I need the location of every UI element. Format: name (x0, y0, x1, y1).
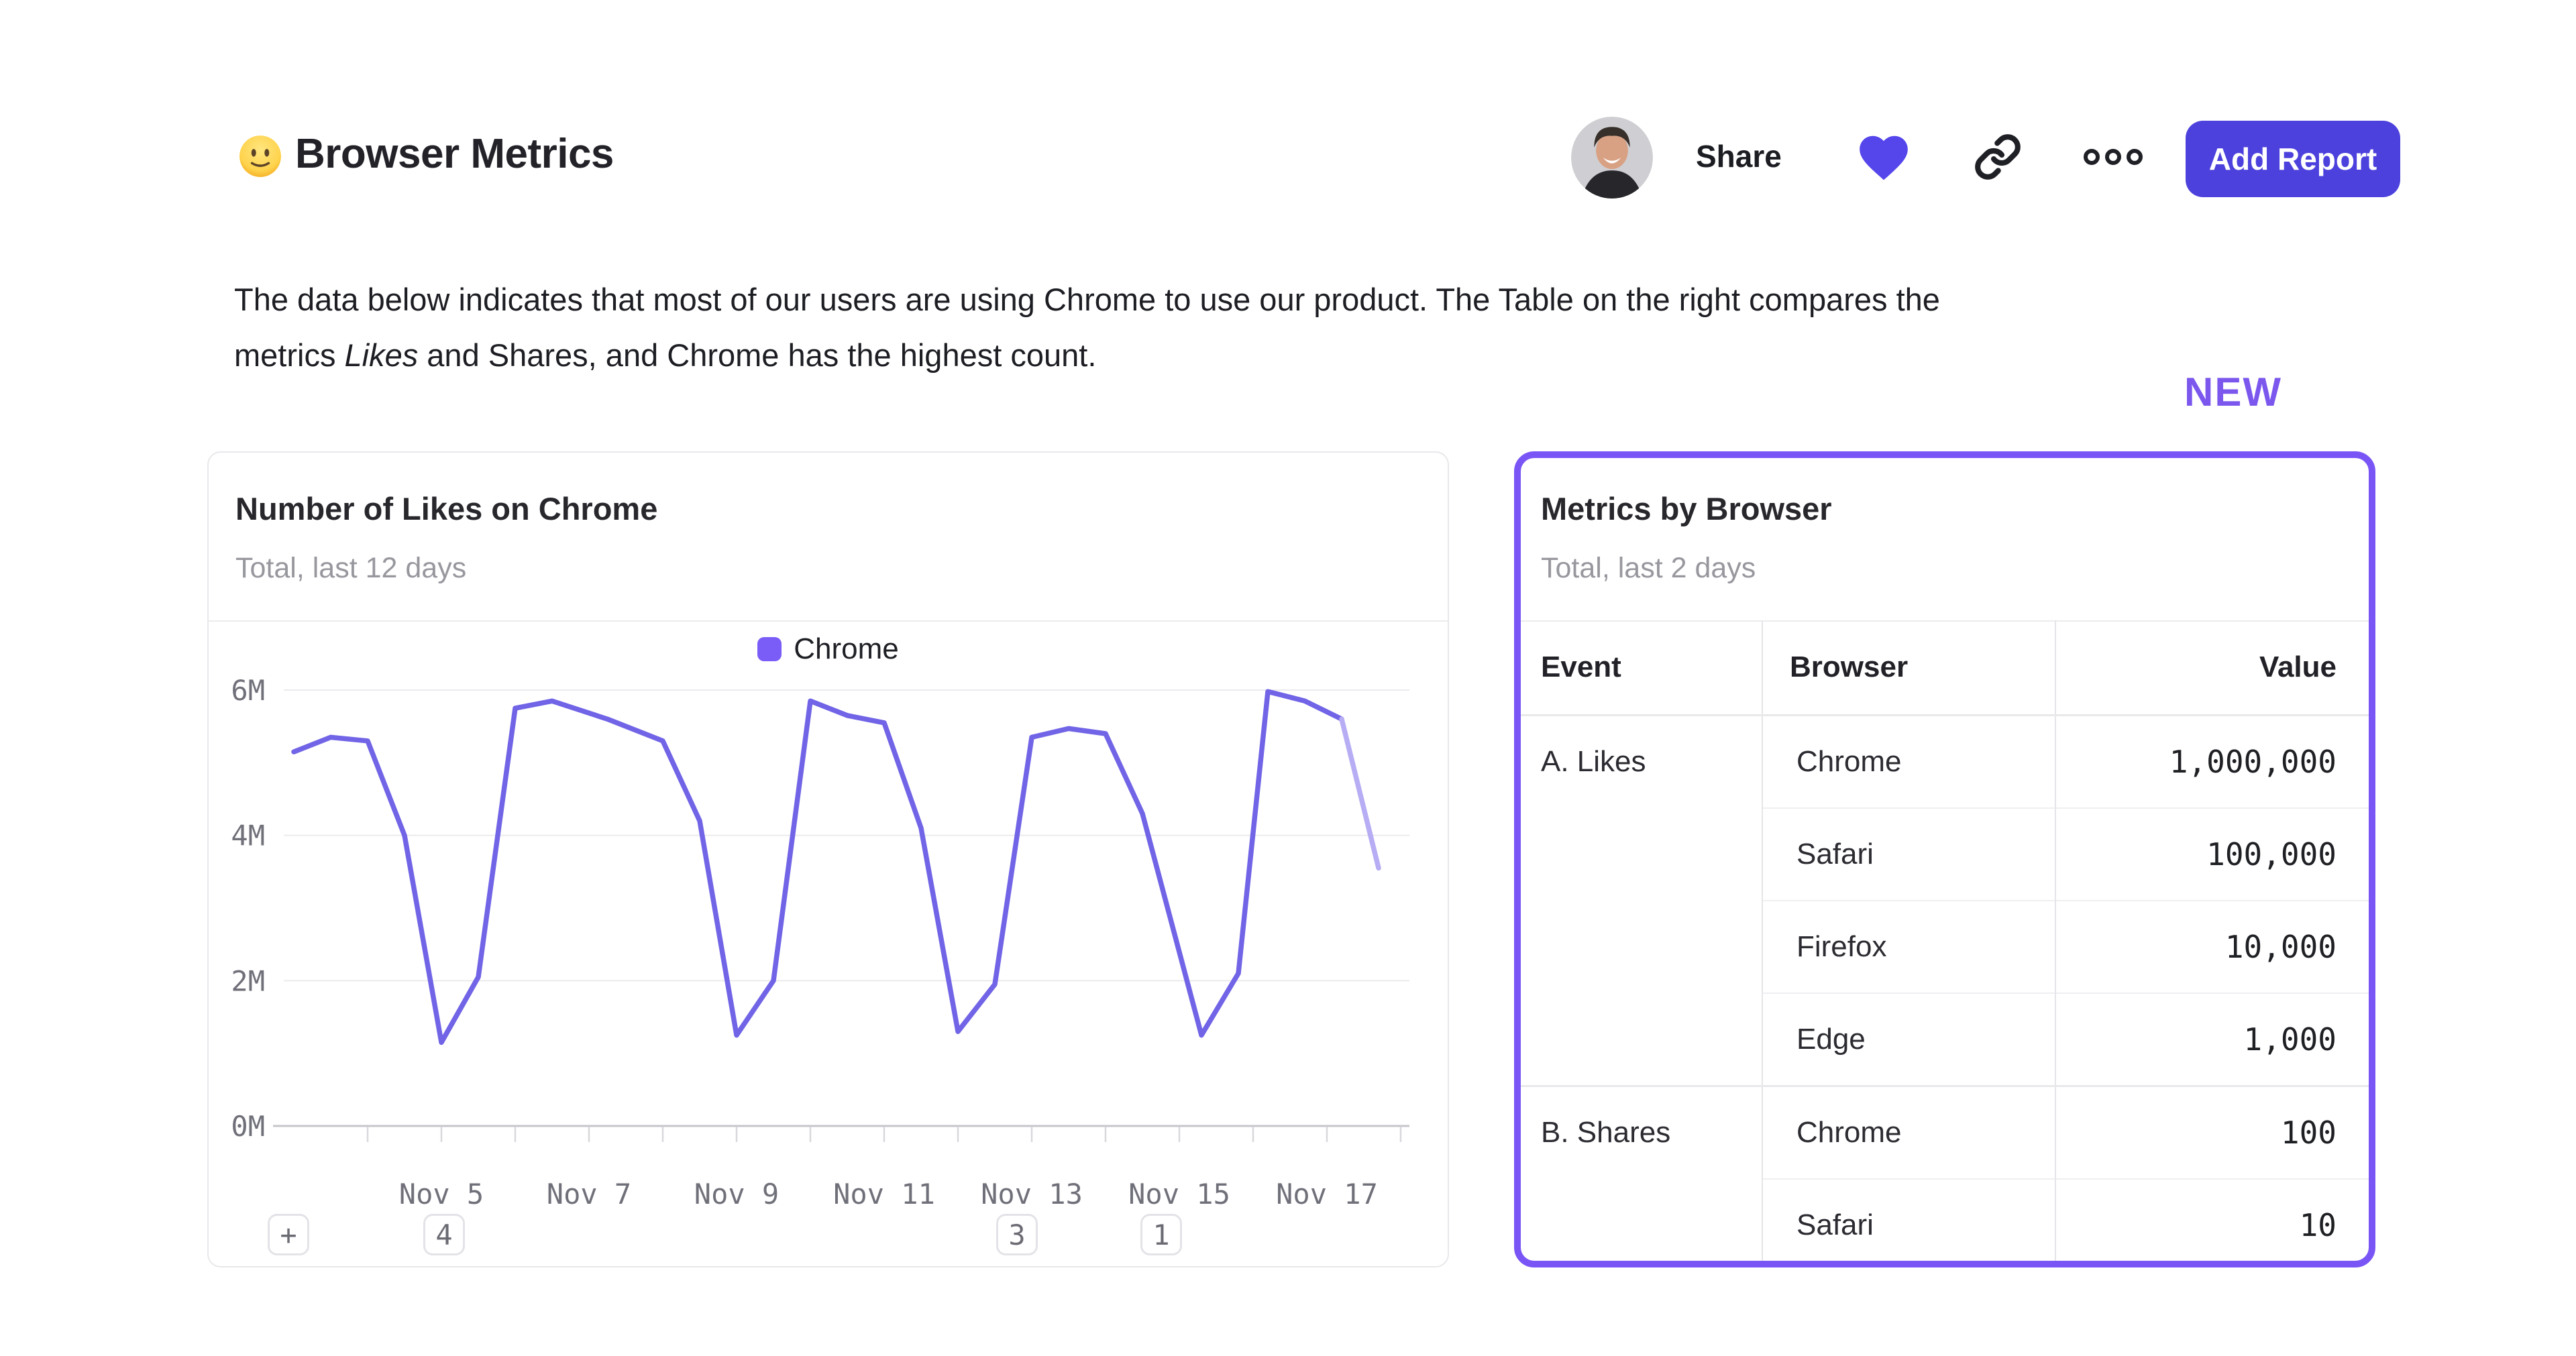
table-card-subtitle: Total, last 2 days (1541, 552, 1756, 584)
x-tick-label: Nov 17 (1276, 1178, 1378, 1210)
share-button[interactable]: Share (1696, 139, 1782, 174)
y-tick-label: 4M (231, 820, 265, 852)
browser-cell: Firefox (1762, 900, 2055, 993)
table-row: Edge 1,000 (1521, 993, 2369, 1086)
add-annotation-button[interactable]: + (268, 1214, 309, 1255)
annotation-chip-3[interactable]: 3 (996, 1214, 1038, 1255)
summary-text-segment: The data below indicates that most of ou… (234, 282, 1940, 317)
chrome-line-incomplete-tail (1339, 716, 1381, 871)
table-row: Firefox 10,000 (1521, 900, 2369, 993)
y-tick-label: 0M (231, 1110, 265, 1143)
x-tick-label: Nov 15 (1128, 1178, 1230, 1210)
add-report-button[interactable]: Add Report (2186, 121, 2400, 197)
browser-cell: Safari (1762, 807, 2055, 901)
x-tick-label: Nov 5 (399, 1178, 484, 1210)
new-badge: NEW (2184, 370, 2282, 414)
browser-cell: Safari (1762, 1178, 2055, 1261)
y-axis-labels: 6M 4M 2M 0M (231, 674, 265, 1143)
annotation-chip-1[interactable]: 1 (1140, 1214, 1182, 1255)
table-row: B. Shares Chrome 100 (1521, 1085, 2369, 1261)
gridlines (273, 689, 1409, 1127)
user-avatar[interactable] (1571, 117, 1653, 199)
heart-favorite-icon[interactable] (1853, 129, 1915, 186)
table-header-browser: Browser (1762, 620, 2055, 716)
value-cell: 100,000 (2055, 807, 2369, 901)
summary-text-segment: metrics (234, 337, 345, 373)
annotation-chip-4[interactable]: 4 (423, 1214, 465, 1255)
table-row: A. Likes Chrome 1,000,000 (1521, 714, 2369, 1086)
legend-swatch (757, 637, 782, 661)
metrics-table-card: Metrics by Browser Total, last 2 days Ev… (1514, 451, 2375, 1267)
summary-text: The data below indicates that most of ou… (234, 272, 2401, 383)
series-chrome-line-faded (1339, 716, 1381, 871)
x-tick-label: Nov 13 (981, 1178, 1083, 1210)
browser-cell: Chrome (1762, 1085, 2055, 1179)
chart-card: Number of Likes on Chrome Total, last 12… (207, 451, 1449, 1267)
x-tick-label: Nov 7 (547, 1178, 631, 1210)
table-card-title: Metrics by Browser (1541, 491, 1832, 526)
legend-label: Chrome (794, 632, 899, 665)
series-chrome-line (291, 689, 1344, 1046)
value-cell: 1,000 (2055, 993, 2369, 1086)
summary-text-segment: and Shares, and Chrome has the highest c… (418, 337, 1097, 373)
metrics-table: Event Browser Value A. Likes Chrome 1,000,00… (1521, 620, 2369, 1261)
value-cell: 10,000 (2055, 900, 2369, 993)
table-row: Safari 100,000 (1521, 807, 2369, 901)
slightly-smiling-face-emoji-icon (238, 134, 282, 178)
chart-card-title: Number of Likes on Chrome (235, 491, 658, 526)
event-cell: B. Shares (1521, 1085, 1762, 1261)
legend-item-chrome[interactable]: Chrome (757, 632, 899, 666)
more-options-ellipsis-icon[interactable] (2082, 144, 2144, 170)
value-cell: 100 (2055, 1085, 2369, 1179)
summary-text-italic: Likes (344, 337, 419, 373)
browser-cell: Edge (1762, 993, 2055, 1086)
value-cell: 10 (2055, 1178, 2369, 1261)
y-tick-label: 2M (231, 964, 265, 997)
value-cell: 1,000,000 (2055, 714, 2369, 808)
chrome-line (291, 689, 1344, 1046)
x-tick-label: Nov 11 (833, 1178, 935, 1210)
x-axis-ticks (366, 1127, 1402, 1142)
y-tick-label: 6M (231, 674, 265, 707)
table-header-event: Event (1521, 620, 1762, 716)
copy-link-icon[interactable] (1974, 131, 2022, 182)
chart-legend: Chrome (209, 632, 1448, 666)
chart-card-subtitle: Total, last 12 days (235, 552, 467, 584)
browser-cell: Chrome (1762, 714, 2055, 808)
x-axis-labels: Nov 5 Nov 7 Nov 9 Nov 11 Nov 13 Nov 15 Nov 17 (399, 1178, 1378, 1210)
card-header-divider (209, 620, 1448, 622)
x-tick-label: Nov 9 (694, 1178, 779, 1210)
table-row: Safari 10 (1521, 1178, 2369, 1261)
event-cell: A. Likes (1521, 714, 1762, 1086)
table-header-value: Value (2055, 620, 2369, 716)
page-title: Browser Metrics (295, 131, 614, 177)
